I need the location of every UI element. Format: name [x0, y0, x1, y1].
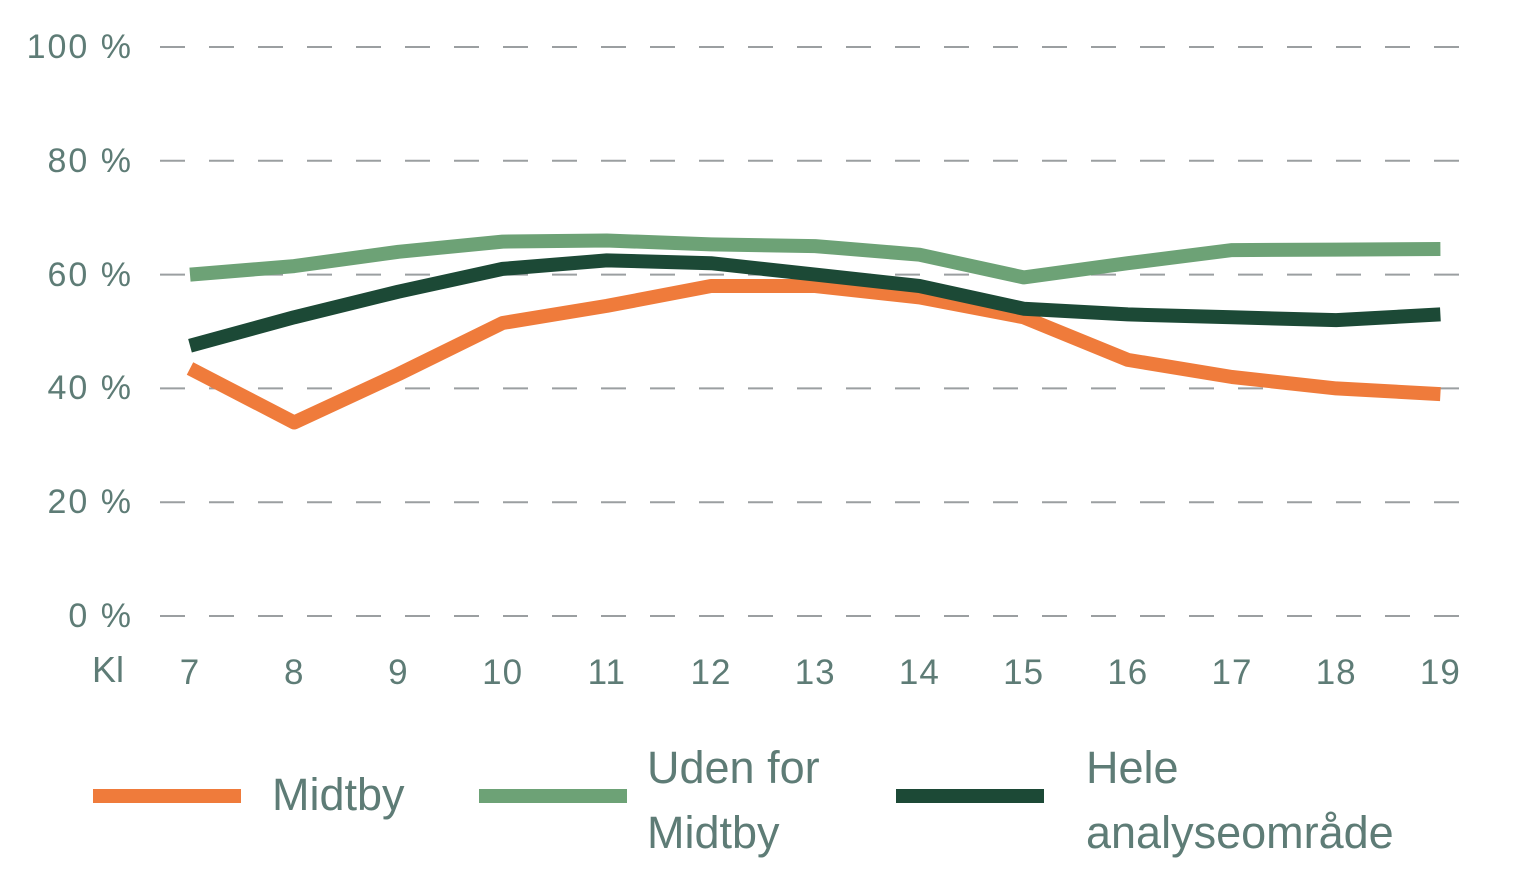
- series-line-uden-for-midtby: [189, 233, 1441, 285]
- x-tick-label-8: 8: [283, 653, 305, 692]
- x-axis-unit-label: Kl: [92, 649, 125, 690]
- x-tick-label-13: 13: [794, 653, 836, 692]
- x-tick-label-14: 14: [898, 653, 940, 692]
- legend-swatch-midtby: [93, 789, 241, 803]
- x-tick-label-19: 19: [1419, 653, 1461, 692]
- y-tick-label-40: 40 %: [47, 369, 133, 408]
- y-tick-label-80: 80 %: [47, 141, 133, 180]
- y-tick-label-20: 20 %: [47, 483, 133, 522]
- legend-label-uden-for-midtby: Uden for Midtby: [647, 742, 820, 858]
- x-tick-label-17: 17: [1211, 653, 1253, 692]
- y-tick-label-100: 100 %: [26, 28, 133, 66]
- legend-label-hele-analyseomraade: Hele analyseområde: [1086, 742, 1394, 858]
- y-tick-label-0: 0 %: [68, 597, 133, 635]
- x-tick-label-11: 11: [587, 653, 626, 692]
- x-tick-label-16: 16: [1107, 653, 1149, 692]
- legend-label-midtby: Midtby: [272, 769, 405, 820]
- legend-swatch-hele-analyseomraade: [896, 789, 1044, 803]
- x-tick-label-15: 15: [1003, 653, 1045, 692]
- x-tick-label-9: 9: [388, 653, 409, 692]
- x-tick-label-18: 18: [1315, 653, 1357, 692]
- x-tick-label-7: 7: [179, 653, 201, 692]
- y-tick-label-60: 60 %: [47, 255, 133, 294]
- series-line-hele-analyseomr-de: [188, 253, 1441, 353]
- x-tick-label-12: 12: [690, 653, 732, 692]
- x-tick-label-10: 10: [482, 653, 524, 692]
- legend-swatch-uden-for-midtby: [479, 789, 627, 803]
- series-line-midtby: [186, 279, 1441, 430]
